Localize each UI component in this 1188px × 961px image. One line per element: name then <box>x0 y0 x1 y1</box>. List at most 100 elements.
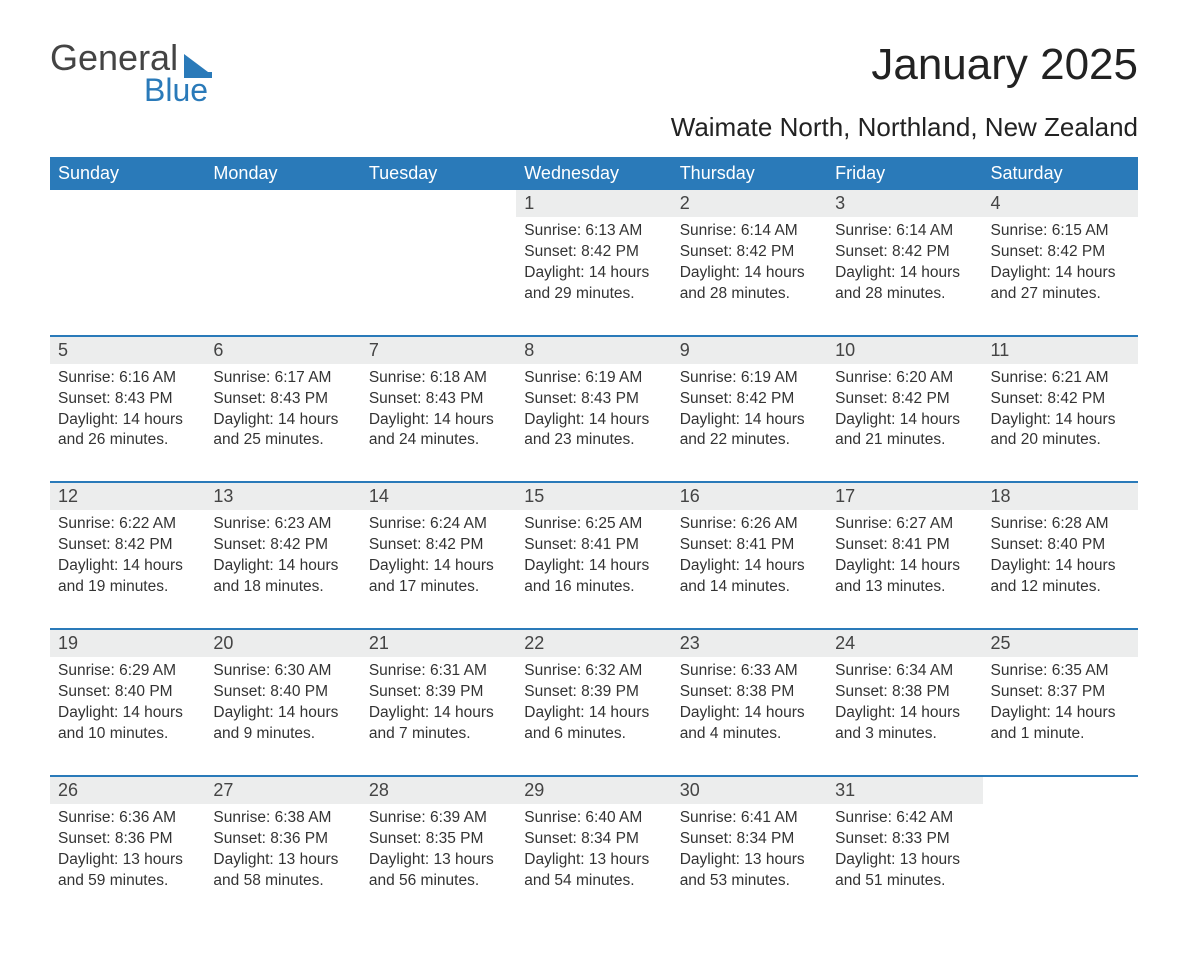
daylight-line: Daylight: 13 hours and 56 minutes. <box>369 850 508 892</box>
day-content-cell: Sunrise: 6:42 AMSunset: 8:33 PMDaylight:… <box>827 804 982 922</box>
sunset-line: Sunset: 8:38 PM <box>835 682 974 703</box>
weekday-header: Sunday <box>50 157 205 190</box>
day-number-cell: 4 <box>983 190 1138 217</box>
daylight-line: Daylight: 14 hours and 3 minutes. <box>835 703 974 745</box>
weekday-header: Saturday <box>983 157 1138 190</box>
day-number-cell: 30 <box>672 776 827 804</box>
daylight-line: Daylight: 14 hours and 16 minutes. <box>524 556 663 598</box>
day-content-cell: Sunrise: 6:27 AMSunset: 8:41 PMDaylight:… <box>827 510 982 629</box>
sunrise-line: Sunrise: 6:30 AM <box>213 661 352 682</box>
day-number-cell: 8 <box>516 336 671 364</box>
day-content-cell: Sunrise: 6:40 AMSunset: 8:34 PMDaylight:… <box>516 804 671 922</box>
day-number-row: 262728293031 <box>50 776 1138 804</box>
sunrise-line: Sunrise: 6:17 AM <box>213 368 352 389</box>
daylight-line: Daylight: 14 hours and 13 minutes. <box>835 556 974 598</box>
day-number-cell: 9 <box>672 336 827 364</box>
day-number-cell: 12 <box>50 482 205 510</box>
location-subtitle: Waimate North, Northland, New Zealand <box>50 112 1138 143</box>
daylight-line: Daylight: 13 hours and 59 minutes. <box>58 850 197 892</box>
sunset-line: Sunset: 8:40 PM <box>991 535 1130 556</box>
day-content-row: Sunrise: 6:29 AMSunset: 8:40 PM Daylight:… <box>50 657 1138 776</box>
day-number-cell: 14 <box>361 482 516 510</box>
daylight-line: Daylight: 14 hours and 7 minutes. <box>369 703 508 745</box>
day-content-cell: Sunrise: 6:32 AMSunset: 8:39 PMDaylight:… <box>516 657 671 776</box>
daylight-line: Daylight: 14 hours and 6 minutes. <box>524 703 663 745</box>
daylight-line: Daylight: 13 hours and 58 minutes. <box>213 850 352 892</box>
day-content-cell <box>205 217 360 336</box>
daylight-line: Daylight: 14 hours and 28 minutes. <box>680 263 819 305</box>
sunrise-line: Sunrise: 6:13 AM <box>524 221 663 242</box>
sunrise-line: Sunrise: 6:32 AM <box>524 661 663 682</box>
sunset-line: Sunset: 8:43 PM <box>524 389 663 410</box>
sunset-line: Sunset: 8:40 PM <box>58 682 197 703</box>
day-content-row: Sunrise: 6:16 AMSunset: 8:43 PMDaylight:… <box>50 364 1138 483</box>
sunset-line: Sunset: 8:42 PM <box>58 535 197 556</box>
logo-text-general: General <box>50 40 178 76</box>
day-content-cell: Sunrise: 6:28 AMSunset: 8:40 PMDaylight:… <box>983 510 1138 629</box>
day-number-cell: 10 <box>827 336 982 364</box>
sunrise-line: Sunrise: 6:28 AM <box>991 514 1130 535</box>
day-number-cell: 15 <box>516 482 671 510</box>
daylight-line: Daylight: 14 hours and 28 minutes. <box>835 263 974 305</box>
logo-mark-icon <box>184 54 208 72</box>
day-number-cell: 7 <box>361 336 516 364</box>
day-content-cell <box>361 217 516 336</box>
sunrise-line: Sunrise: 6:38 AM <box>213 808 352 829</box>
sunrise-line: Sunrise: 6:36 AM <box>58 808 197 829</box>
sunset-line: Sunset: 8:33 PM <box>835 829 974 850</box>
day-number-cell <box>205 190 360 217</box>
sunset-line: Sunset: 8:34 PM <box>524 829 663 850</box>
day-content-cell: Sunrise: 6:23 AMSunset: 8:42 PMDaylight:… <box>205 510 360 629</box>
day-number-cell: 22 <box>516 629 671 657</box>
daylight-line: Daylight: 14 hours and 14 minutes. <box>680 556 819 598</box>
sunrise-line: Sunrise: 6:15 AM <box>991 221 1130 242</box>
day-number-cell <box>50 190 205 217</box>
daylight-line: Daylight: 14 hours and 18 minutes. <box>213 556 352 598</box>
day-number-cell: 2 <box>672 190 827 217</box>
day-number-cell: 13 <box>205 482 360 510</box>
weekday-header: Friday <box>827 157 982 190</box>
sunrise-line: Sunrise: 6:29 AM <box>58 661 197 682</box>
day-content-cell: Sunrise: 6:14 AMSunset: 8:42 PMDaylight:… <box>672 217 827 336</box>
sunset-line: Sunset: 8:39 PM <box>524 682 663 703</box>
day-content-cell: Sunrise: 6:35 AMSunset: 8:37 PMDaylight:… <box>983 657 1138 776</box>
sunrise-line: Sunrise: 6:24 AM <box>369 514 508 535</box>
day-number-cell: 18 <box>983 482 1138 510</box>
day-number-cell: 24 <box>827 629 982 657</box>
day-content-cell: Sunrise: 6:26 AMSunset: 8:41 PMDaylight:… <box>672 510 827 629</box>
day-content-cell: Sunrise: 6:19 AMSunset: 8:42 PMDaylight:… <box>672 364 827 483</box>
day-number-cell <box>361 190 516 217</box>
day-number-cell: 6 <box>205 336 360 364</box>
sunset-line: Sunset: 8:41 PM <box>524 535 663 556</box>
day-content-cell: Sunrise: 6:13 AMSunset: 8:42 PMDaylight:… <box>516 217 671 336</box>
day-number-cell <box>983 776 1138 804</box>
day-number-cell: 17 <box>827 482 982 510</box>
day-number-cell: 28 <box>361 776 516 804</box>
sunset-line: Sunset: 8:42 PM <box>835 389 974 410</box>
daylight-line: Daylight: 14 hours and 23 minutes. <box>524 410 663 452</box>
day-number-cell: 20 <box>205 629 360 657</box>
day-content-cell: Sunrise: 6:21 AMSunset: 8:42 PMDaylight:… <box>983 364 1138 483</box>
sunset-line: Sunset: 8:39 PM <box>369 682 508 703</box>
daylight-line: Daylight: 13 hours and 54 minutes. <box>524 850 663 892</box>
sunset-line: Sunset: 8:42 PM <box>213 535 352 556</box>
weekday-header: Thursday <box>672 157 827 190</box>
sunset-line: Sunset: 8:37 PM <box>991 682 1130 703</box>
day-content-cell: Sunrise: 6:22 AMSunset: 8:42 PMDaylight:… <box>50 510 205 629</box>
day-content-cell: Sunrise: 6:34 AMSunset: 8:38 PMDaylight:… <box>827 657 982 776</box>
sunset-line: Sunset: 8:42 PM <box>680 242 819 263</box>
sunset-line: Sunset: 8:42 PM <box>835 242 974 263</box>
weekday-header: Wednesday <box>516 157 671 190</box>
weekday-header: Tuesday <box>361 157 516 190</box>
day-content-cell: Sunrise: 6:17 AMSunset: 8:43 PMDaylight:… <box>205 364 360 483</box>
day-number-cell: 3 <box>827 190 982 217</box>
weekday-header: Monday <box>205 157 360 190</box>
day-number-row: 12131415161718 <box>50 482 1138 510</box>
day-number-cell: 25 <box>983 629 1138 657</box>
sunrise-line: Sunrise: 6:31 AM <box>369 661 508 682</box>
day-number-cell: 29 <box>516 776 671 804</box>
sunset-line: Sunset: 8:41 PM <box>680 535 819 556</box>
daylight-line: Daylight: 14 hours and 12 minutes. <box>991 556 1130 598</box>
sunset-line: Sunset: 8:43 PM <box>213 389 352 410</box>
day-content-cell: Sunrise: 6:36 AMSunset: 8:36 PMDaylight:… <box>50 804 205 922</box>
